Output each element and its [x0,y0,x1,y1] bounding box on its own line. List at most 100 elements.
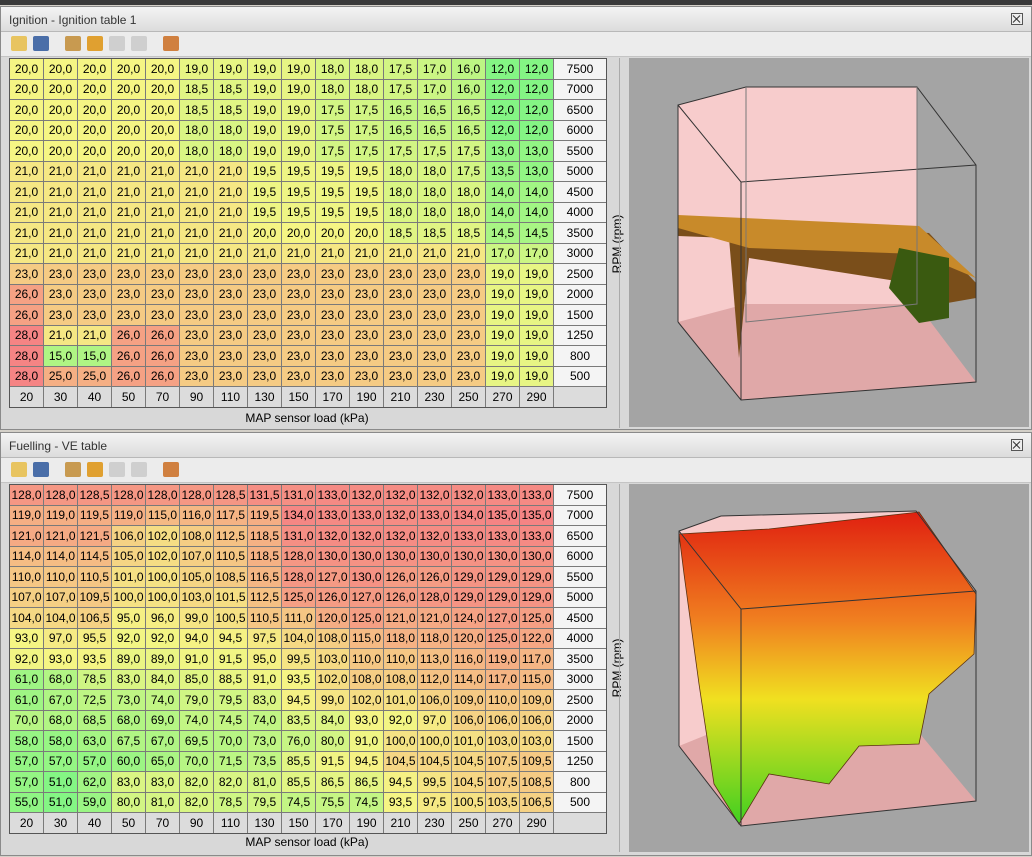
table-button[interactable] [163,462,179,477]
table-cell: 20,0 [78,141,111,161]
table-cell: 132,0 [384,485,417,505]
split-h-button[interactable] [131,36,147,51]
rpm-label: 1500 [554,731,606,751]
table-cell: 132,0 [452,485,485,505]
table-cell: 19,0 [520,366,553,386]
table-cell: 19,0 [282,100,315,120]
table-cell: 60,0 [112,751,145,771]
table-cell: 23,0 [214,325,247,345]
table-cell: 23,0 [248,325,281,345]
table-cell: 81,0 [248,772,281,792]
table-cell: 17,0 [418,79,451,99]
layers-button[interactable] [87,462,103,477]
table-cell: 21,0 [44,202,77,222]
layers-button[interactable] [87,36,103,51]
map-label: 210 [384,387,417,407]
table-cell: 13,0 [486,141,519,161]
table-cell: 119,5 [248,505,281,525]
floor [678,304,976,400]
close-button[interactable] [1011,13,1023,25]
table-cell: 82,0 [214,772,247,792]
table-cell: 108,0 [316,628,349,648]
split-h-button[interactable] [131,462,147,477]
table-cell: 84,0 [146,669,179,689]
save-button[interactable] [33,462,49,477]
table-cell: 100,0 [384,731,417,751]
table-cell: 19,0 [486,346,519,366]
open-button[interactable] [11,462,27,477]
table-cell: 23,0 [146,305,179,325]
table-cell: 20,0 [350,223,383,243]
table-grid: 20,0 20,0 20,0 20,0 20,0 19,0 19,0 19,0 19,0 18,0… [9,58,607,408]
table-cell: 101,5 [214,587,247,607]
close-button[interactable] [1011,439,1023,451]
table-cell: 23,0 [350,325,383,345]
map-label: 70 [146,387,179,407]
open-button[interactable] [11,36,27,51]
table-cell: 104,5 [452,772,485,792]
table-cell: 104,0 [282,628,315,648]
table-cell: 69,5 [180,731,213,751]
table-cell: 85,0 [180,669,213,689]
rpm-label: 2000 [554,284,606,304]
table-cell: 130,0 [418,546,451,566]
save-button[interactable] [33,36,49,51]
table-cell: 19,0 [486,325,519,345]
table-cell: 89,0 [146,649,179,669]
table-cell: 130,0 [350,567,383,587]
table-cell: 17,5 [452,141,485,161]
table-cell: 19,0 [248,79,281,99]
table-cell: 23,0 [180,284,213,304]
table-cell: 133,0 [452,526,485,546]
table-cell: 135,0 [520,505,553,525]
table-cell: 21,0 [78,243,111,263]
table-cell: 85,5 [282,772,315,792]
table-cell: 72,5 [78,690,111,710]
table-cell: 120,0 [452,628,485,648]
grid-button[interactable] [65,36,81,51]
table-cell: 20,0 [146,120,179,140]
map-label: 40 [78,813,111,833]
grid-button[interactable] [65,462,81,477]
rpm-label: 5000 [554,587,606,607]
table-cell: 134,0 [452,505,485,525]
table-cell: 100,0 [112,587,145,607]
table-cell: 127,0 [350,587,383,607]
table-cell: 19,0 [282,120,315,140]
table-cell: 58,0 [44,731,77,751]
table-cell: 132,0 [350,526,383,546]
table-cell: 21,0 [214,161,247,181]
table-cell: 79,5 [248,792,281,812]
table-cell: 23,0 [214,264,247,284]
table-cell: 133,0 [316,485,349,505]
table-cell: 101,0 [384,690,417,710]
table-cell: 84,0 [316,710,349,730]
table-cell: 133,0 [486,526,519,546]
table-cell: 70,0 [214,731,247,751]
rpm-label: 7500 [554,59,606,79]
rpm-label: 1250 [554,325,606,345]
rpm-label: 7000 [554,505,606,525]
toolbar [1,32,1031,57]
table-cell: 17,5 [384,79,417,99]
table-cell: 129,0 [486,587,519,607]
split-v-button[interactable] [109,462,125,477]
table-cell: 28,0 [10,346,43,366]
table-cell: 76,0 [282,731,315,751]
table-cell: 102,0 [316,669,349,689]
table-cell: 19,0 [248,120,281,140]
table-cell: 19,0 [214,59,247,79]
table-cell: 92,0 [384,710,417,730]
table-cell: 74,0 [146,690,179,710]
table-cell: 67,0 [44,690,77,710]
split-v-button[interactable] [109,36,125,51]
table-cell: 59,0 [78,792,111,812]
table-cell: 19,0 [282,141,315,161]
table-cell: 94,5 [350,751,383,771]
table-button[interactable] [163,36,179,51]
table-cell: 119,5 [78,505,111,525]
table-cell: 12,0 [520,100,553,120]
table-cell: 105,0 [112,546,145,566]
table-cell: 130,0 [520,546,553,566]
table-cell: 91,0 [350,731,383,751]
